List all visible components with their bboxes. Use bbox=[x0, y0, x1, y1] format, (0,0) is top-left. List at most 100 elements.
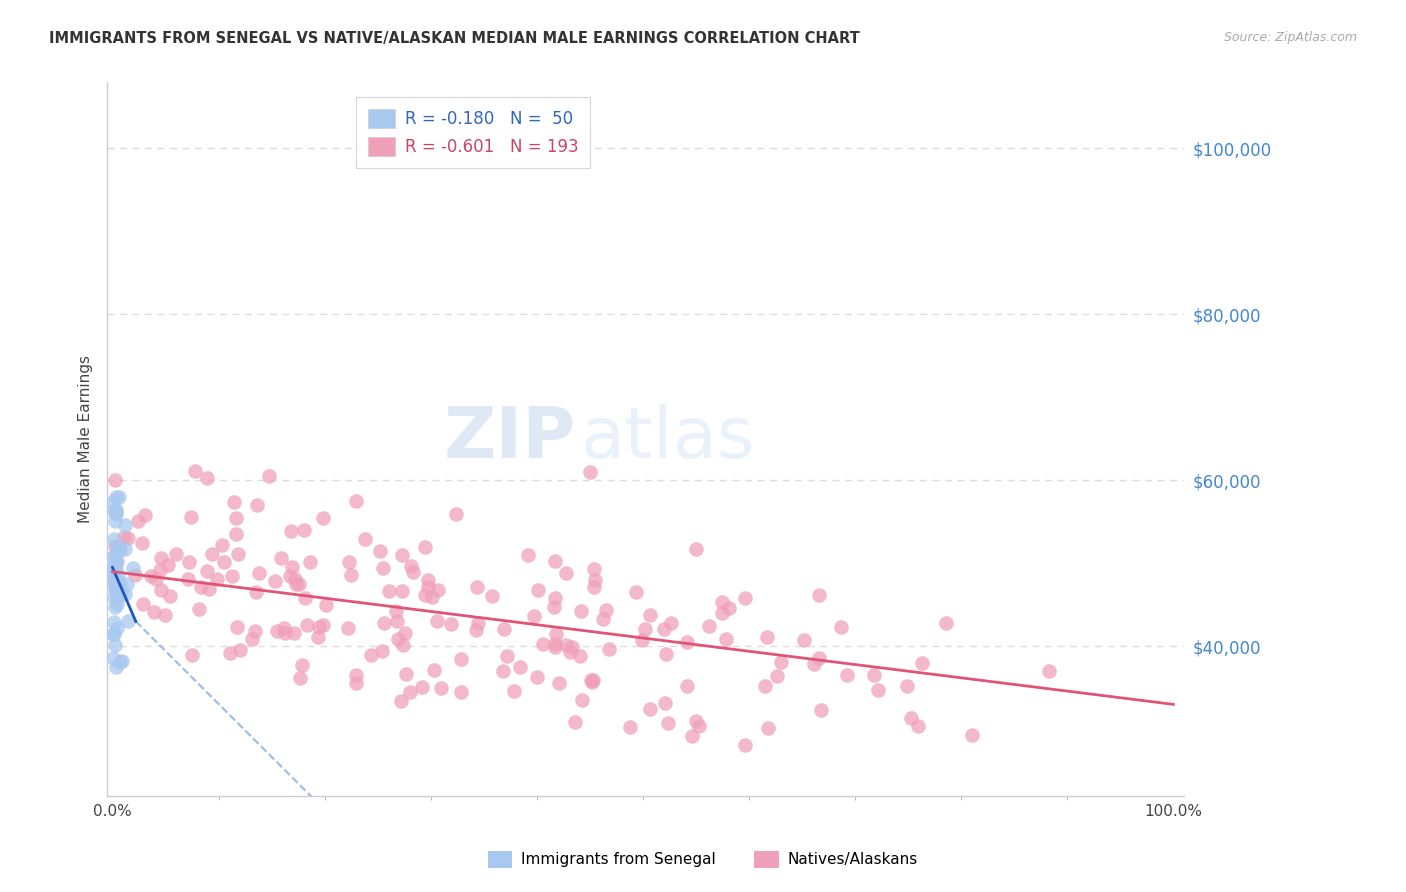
Point bbox=[526, 670, 548, 684]
Point bbox=[755, 630, 778, 644]
Point bbox=[465, 580, 488, 594]
Point bbox=[710, 595, 733, 609]
Point bbox=[569, 604, 592, 618]
Point bbox=[344, 676, 367, 690]
Point bbox=[108, 586, 131, 600]
Point bbox=[392, 638, 415, 652]
Point bbox=[104, 555, 127, 569]
Point bbox=[631, 633, 654, 648]
Point bbox=[523, 609, 546, 624]
Point bbox=[150, 583, 173, 598]
Point bbox=[568, 649, 591, 664]
Point bbox=[391, 548, 413, 562]
Text: Source: ZipAtlas.com: Source: ZipAtlas.com bbox=[1223, 31, 1357, 45]
Point bbox=[111, 654, 134, 668]
Point bbox=[640, 702, 662, 716]
Point bbox=[180, 510, 202, 524]
Point bbox=[344, 494, 367, 508]
Point bbox=[581, 673, 603, 687]
Point bbox=[284, 573, 307, 587]
Point bbox=[371, 644, 394, 658]
Point bbox=[830, 620, 852, 634]
Point bbox=[315, 599, 337, 613]
Legend: R = -0.180   N =  50, R = -0.601   N = 193: R = -0.180 N = 50, R = -0.601 N = 193 bbox=[357, 97, 591, 168]
Point bbox=[104, 474, 127, 488]
Point bbox=[246, 498, 269, 512]
Point bbox=[659, 615, 682, 630]
Point bbox=[385, 614, 408, 628]
Point bbox=[104, 639, 127, 653]
Point bbox=[583, 573, 606, 587]
Point bbox=[718, 600, 741, 615]
Point bbox=[101, 495, 124, 509]
Point bbox=[211, 538, 233, 552]
Point bbox=[697, 618, 720, 632]
Point bbox=[676, 634, 699, 648]
Point bbox=[756, 721, 779, 735]
Point bbox=[103, 504, 125, 518]
Point bbox=[219, 646, 242, 660]
Point bbox=[494, 622, 516, 636]
Point bbox=[103, 627, 125, 641]
Point bbox=[110, 587, 132, 601]
Point bbox=[373, 616, 395, 631]
Point bbox=[685, 714, 707, 728]
Point bbox=[560, 645, 582, 659]
Point bbox=[579, 465, 602, 479]
Point bbox=[509, 660, 531, 674]
Point bbox=[308, 620, 330, 634]
Point bbox=[866, 682, 889, 697]
Point bbox=[770, 655, 793, 669]
Point bbox=[101, 562, 124, 576]
Point bbox=[734, 591, 756, 606]
Point bbox=[240, 632, 263, 646]
Point bbox=[105, 561, 128, 575]
Point bbox=[226, 547, 249, 561]
Point bbox=[595, 603, 617, 617]
Point bbox=[581, 674, 603, 689]
Point bbox=[103, 574, 125, 588]
Point bbox=[177, 572, 200, 586]
Point bbox=[188, 602, 211, 616]
Point bbox=[104, 539, 127, 553]
Point bbox=[960, 728, 983, 742]
Point bbox=[420, 590, 443, 604]
Point bbox=[368, 543, 391, 558]
Point bbox=[377, 584, 399, 599]
Point bbox=[561, 640, 583, 655]
Point bbox=[808, 651, 831, 665]
Point bbox=[862, 668, 884, 682]
Point bbox=[900, 711, 922, 725]
Point bbox=[299, 555, 322, 569]
Point bbox=[112, 530, 135, 544]
Point bbox=[225, 510, 247, 524]
Point bbox=[103, 568, 125, 582]
Point bbox=[197, 582, 219, 597]
Point bbox=[638, 607, 661, 622]
Point bbox=[103, 532, 125, 546]
Point bbox=[516, 548, 538, 562]
Point bbox=[935, 616, 957, 631]
Point bbox=[387, 632, 409, 646]
Point bbox=[124, 567, 146, 582]
Point bbox=[896, 679, 918, 693]
Point bbox=[180, 648, 202, 662]
Point bbox=[734, 738, 756, 752]
Point bbox=[264, 574, 287, 588]
Point bbox=[101, 549, 124, 564]
Point bbox=[197, 471, 219, 485]
Point bbox=[104, 539, 127, 553]
Point bbox=[312, 618, 335, 632]
Point bbox=[544, 554, 567, 568]
Text: IMMIGRANTS FROM SENEGAL VS NATIVE/ALASKAN MEDIAN MALE EARNINGS CORRELATION CHART: IMMIGRANTS FROM SENEGAL VS NATIVE/ALASKA… bbox=[49, 31, 860, 46]
Point bbox=[221, 569, 243, 583]
Point bbox=[793, 633, 815, 648]
Point bbox=[619, 720, 641, 734]
Point bbox=[229, 642, 252, 657]
Point bbox=[395, 667, 418, 681]
Point bbox=[544, 591, 567, 606]
Point bbox=[654, 623, 676, 637]
Point bbox=[245, 585, 267, 599]
Point bbox=[127, 514, 149, 528]
Point bbox=[481, 589, 503, 603]
